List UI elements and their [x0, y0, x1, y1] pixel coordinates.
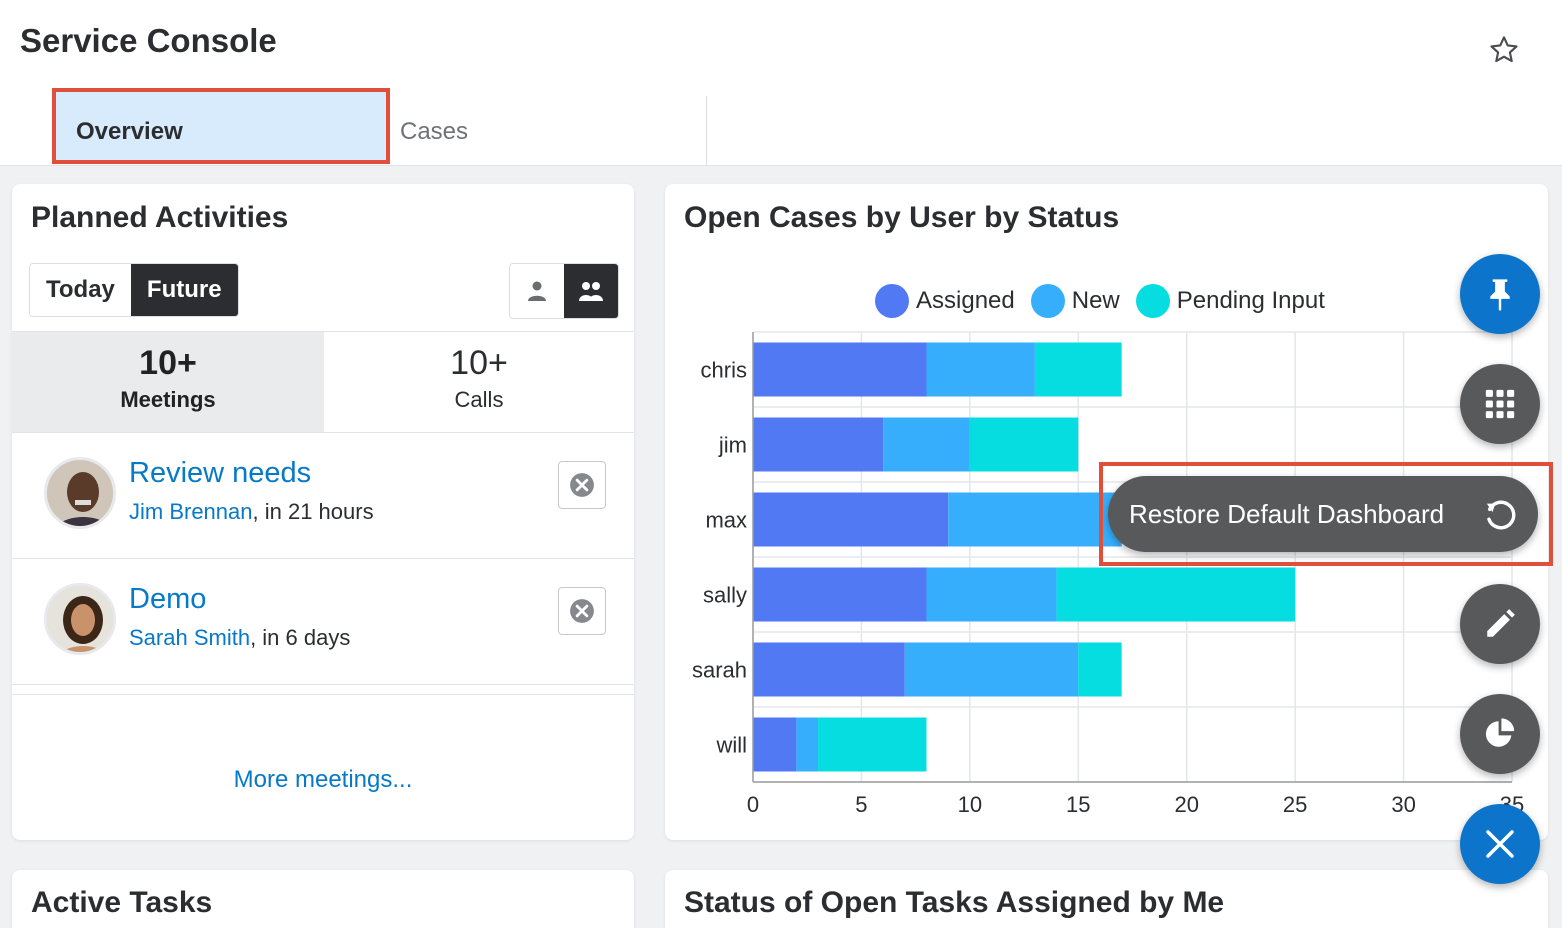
bar-segment	[926, 567, 1057, 622]
y-tick-label: sally	[703, 583, 747, 608]
bar-segment	[969, 417, 1079, 472]
close-icon[interactable]	[1460, 804, 1540, 884]
chart-legend: Assigned New Pending Input	[875, 284, 1341, 318]
activity-title-link[interactable]: Demo	[129, 583, 207, 615]
single-user-icon[interactable]	[510, 264, 564, 318]
assignee-link[interactable]: Jim Brennan	[129, 499, 253, 524]
legend-swatch	[875, 284, 909, 318]
legend-label: New	[1071, 287, 1120, 314]
activity-meta: Sarah Smith, in 6 days	[129, 625, 350, 651]
activity-time: , in 6 days	[250, 625, 351, 650]
bar-segment	[796, 717, 819, 772]
dashlet-title: Status of Open Tasks Assigned by Me	[684, 886, 1225, 919]
calls-count-tab[interactable]: 10+ Calls	[324, 332, 634, 432]
list-item: Review needs Jim Brennan, in 21 hours	[12, 433, 634, 559]
avatar[interactable]	[44, 457, 116, 529]
x-tick-label: 5	[855, 792, 867, 817]
bar-segment	[904, 642, 1079, 697]
bar-segment	[753, 717, 797, 772]
y-tick-label: chris	[701, 358, 747, 383]
assignee-link[interactable]: Sarah Smith	[129, 625, 251, 650]
activity-meta: Jim Brennan, in 21 hours	[129, 499, 374, 525]
y-tick-label: will	[715, 733, 747, 758]
page-title: Service Console	[20, 22, 277, 59]
activity-counts: 10+ Meetings 10+ Calls	[12, 331, 634, 433]
planned-activities-dashlet: Planned Activities Today Future 10+ Meet…	[12, 184, 634, 840]
page-header: Service Console Overview Cases	[0, 0, 1562, 166]
edit-icon[interactable]	[1460, 584, 1540, 664]
active-tasks-dashlet: Active Tasks	[12, 870, 634, 928]
star-icon[interactable]	[1488, 34, 1520, 66]
bar-segment	[753, 417, 884, 472]
grid-icon[interactable]	[1460, 364, 1540, 444]
y-tick-label: jim	[718, 433, 747, 458]
tab-cases[interactable]: Cases	[400, 118, 469, 145]
chart-icon[interactable]	[1460, 694, 1540, 774]
bar-segment	[883, 417, 970, 472]
activity-time: , in 21 hours	[252, 499, 374, 524]
meetings-count-tab[interactable]: 10+ Meetings	[12, 332, 324, 432]
legend-item[interactable]: Pending Input	[1135, 284, 1325, 318]
open-tasks-dashlet: Status of Open Tasks Assigned by Me	[665, 870, 1548, 928]
bar-segment	[1034, 342, 1122, 397]
x-tick-label: 10	[958, 792, 982, 817]
group-users-icon[interactable]	[564, 264, 618, 318]
legend-item[interactable]: New	[1030, 284, 1120, 318]
avatar[interactable]	[44, 583, 116, 655]
close-circle-icon	[570, 473, 594, 497]
more-meetings-link[interactable]: More meetings...	[233, 766, 413, 793]
x-tick-label: 0	[747, 792, 759, 817]
restore-highlight-annotation	[1099, 462, 1553, 566]
scope-toggle	[509, 263, 619, 319]
dashlet-title: Open Cases by User by Status	[684, 201, 1120, 234]
close-circle-icon	[570, 599, 594, 623]
dashlet-title: Planned Activities	[31, 201, 289, 234]
legend-swatch	[1135, 284, 1170, 318]
filter-today-button[interactable]: Today	[30, 264, 131, 316]
list-scroll-edge	[12, 694, 634, 724]
meetings-count: 10+	[139, 344, 197, 382]
y-tick-label: sarah	[692, 658, 747, 683]
y-tick-label: max	[705, 508, 747, 533]
activity-title-link[interactable]: Review needs	[129, 457, 312, 489]
date-filter-toggle: Today Future	[29, 263, 239, 317]
restore-default-dashboard-button[interactable]: Restore Default Dashboard	[1108, 476, 1538, 552]
list-item: Demo Sarah Smith, in 6 days	[12, 559, 634, 685]
pin-icon[interactable]	[1460, 254, 1540, 334]
bar-segment	[818, 717, 927, 772]
meetings-label: Meetings	[120, 387, 216, 412]
legend-label: Assigned	[916, 287, 1015, 314]
bar-segment	[753, 342, 927, 397]
legend-label: Pending Input	[1176, 287, 1325, 314]
bar-segment	[753, 642, 905, 697]
x-tick-label: 15	[1066, 792, 1090, 817]
filter-future-button[interactable]: Future	[130, 264, 238, 316]
legend-swatch	[1030, 284, 1065, 318]
dashlet-title: Active Tasks	[31, 886, 213, 919]
tooltip-label: Restore Default Dashboard	[1129, 499, 1445, 529]
bar-segment	[948, 492, 1122, 547]
tab-divider	[706, 96, 707, 166]
bar-segment	[753, 492, 949, 547]
bar-segment	[1078, 642, 1122, 697]
calls-label: Calls	[454, 387, 504, 412]
remove-button[interactable]	[558, 587, 606, 635]
calls-count: 10+	[450, 344, 508, 382]
tab-highlight-annotation	[52, 88, 390, 164]
remove-button[interactable]	[558, 461, 606, 509]
bar-segment	[926, 342, 1035, 397]
x-tick-label: 30	[1391, 792, 1415, 817]
bar-segment	[753, 567, 927, 622]
legend-item[interactable]: Assigned	[875, 284, 1015, 318]
bar-segment	[1056, 567, 1296, 622]
restore-icon	[1486, 500, 1516, 530]
x-tick-label: 20	[1174, 792, 1198, 817]
tab-overview[interactable]: Overview	[56, 92, 386, 160]
x-tick-label: 25	[1283, 792, 1307, 817]
